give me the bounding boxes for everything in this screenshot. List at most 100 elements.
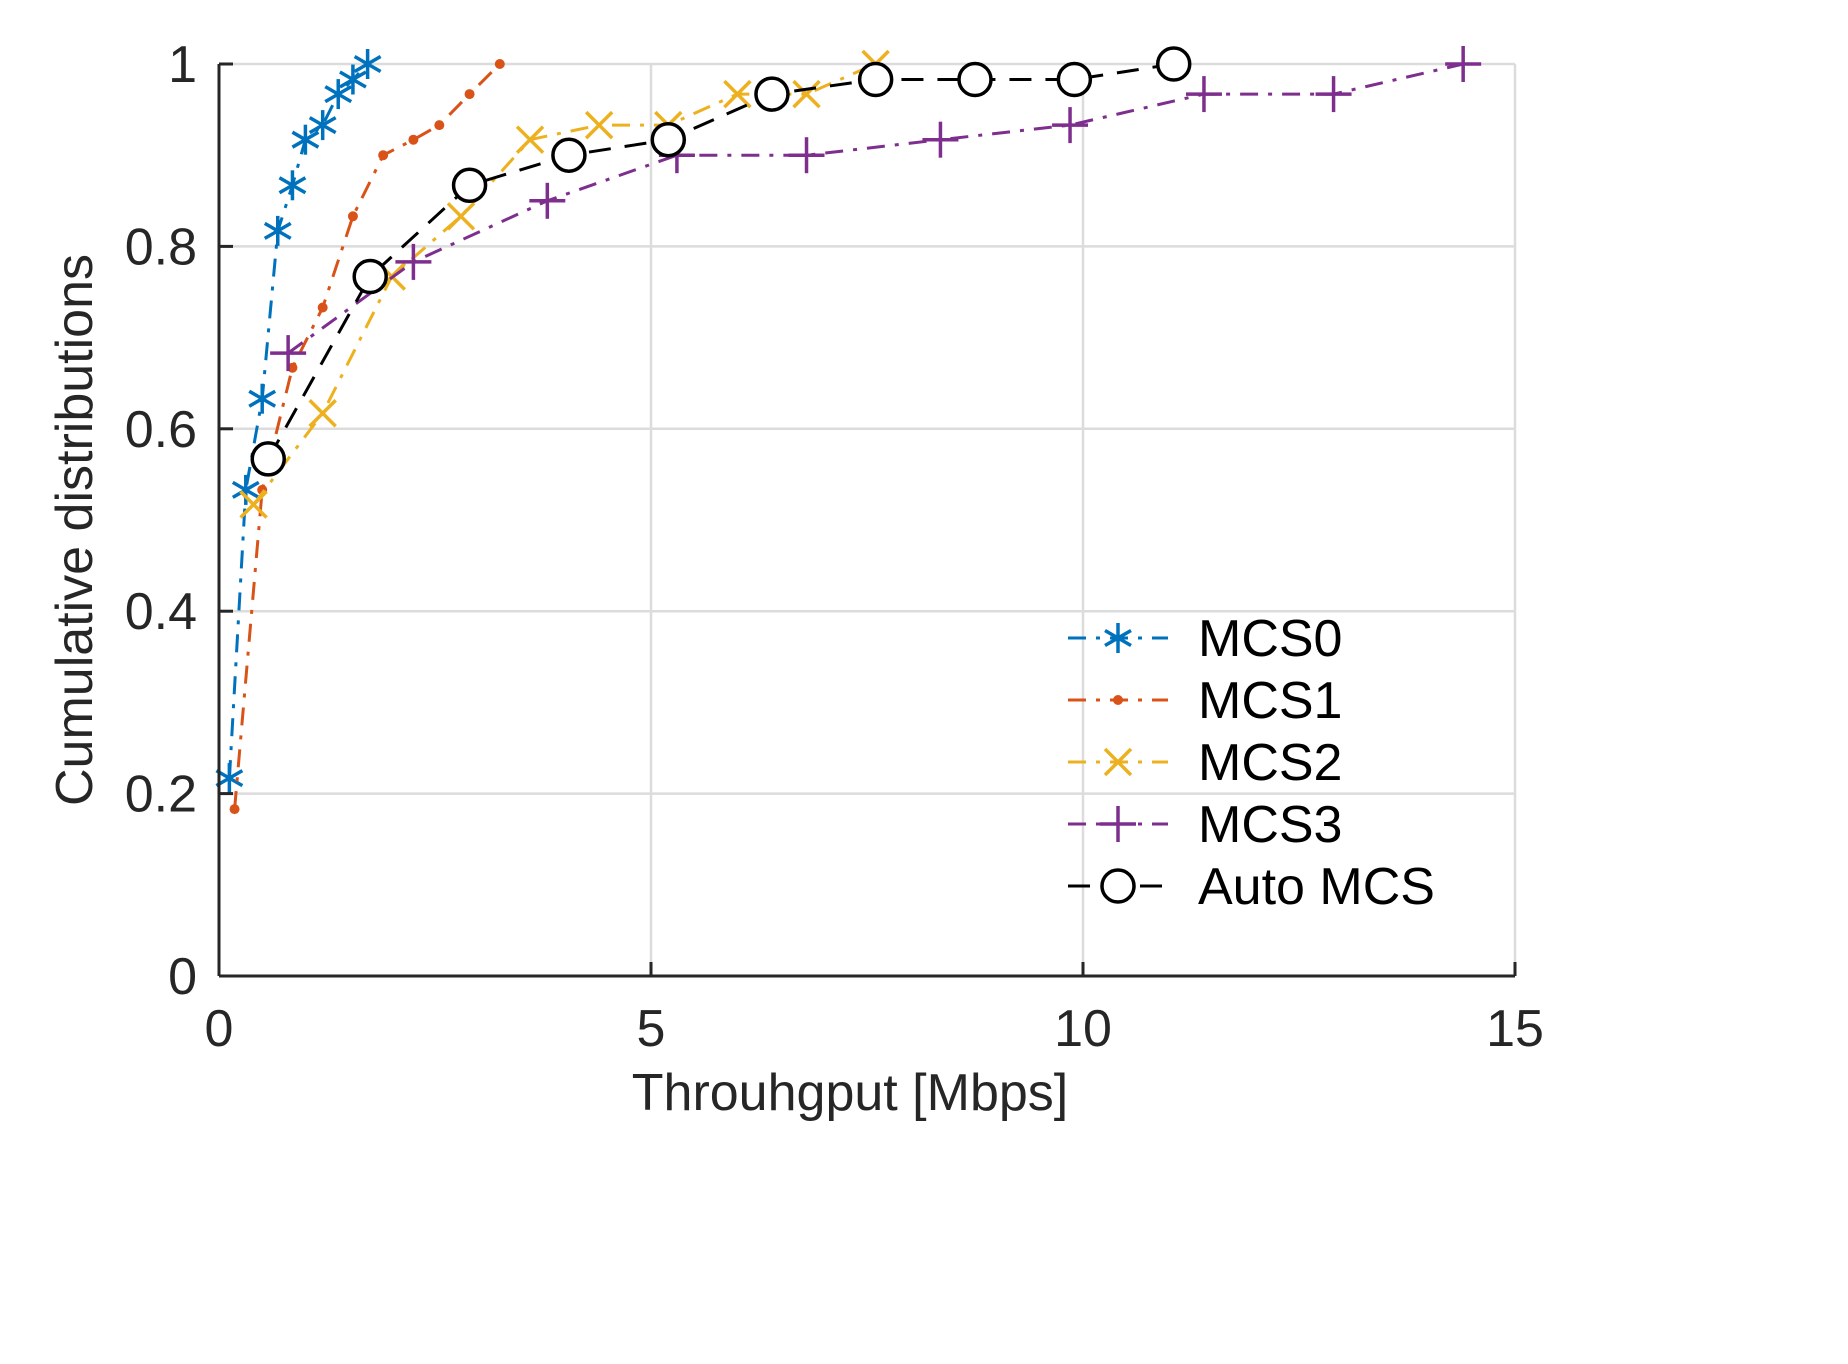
- data-point-mcs2-stroke: [584, 110, 614, 140]
- data-point-mcs3: [1052, 107, 1089, 144]
- data-point-mcs2-stroke: [239, 490, 268, 519]
- data-point-mcs1: [347, 211, 358, 222]
- data-point-mcs2: [308, 399, 337, 428]
- axes: 0 5 10 15 0 0.2 0.4 0.6 0.8 1: [125, 36, 1544, 1058]
- data-point-mcs0: [291, 124, 320, 155]
- legend-label-mcs2: MCS2: [1198, 734, 1342, 792]
- legend-marker-mcs2: [1103, 747, 1133, 777]
- data-point-mcs0-stroke: [278, 176, 307, 195]
- data-point-mcs2-stroke: [723, 79, 752, 109]
- legend-label-mcs0: MCS0: [1198, 610, 1342, 668]
- data-point-mcs0-stroke: [339, 70, 367, 89]
- x-axis-label: Throuhgput [Mbps]: [632, 1064, 1068, 1122]
- data-point-mcs0-stroke: [353, 54, 382, 74]
- data-point-mcs1: [287, 362, 298, 373]
- data-point-mcs0: [324, 79, 353, 110]
- data-point-mcs2-stroke: [446, 202, 476, 231]
- data-point-mcs1: [317, 302, 328, 313]
- data-point-mcs0-stroke: [215, 769, 244, 788]
- data-point-auto-mcs: [352, 258, 388, 295]
- legend-marker-auto-mcs: [1100, 868, 1136, 904]
- data-point-mcs1: [494, 59, 505, 69]
- data-point-mcs0-stroke: [248, 389, 277, 408]
- series-group: [215, 46, 1482, 815]
- data-point-mcs0-stroke: [263, 221, 292, 240]
- data-point-mcs1: [378, 150, 389, 161]
- data-point-mcs3: [1445, 46, 1482, 82]
- legend-marker-mcs2-stroke: [1103, 747, 1133, 777]
- data-point-mcs0: [231, 474, 260, 505]
- series-auto-mcs: [250, 46, 1192, 477]
- data-point-mcs0: [278, 170, 307, 201]
- data-point-mcs3: [1315, 76, 1352, 113]
- legend-item-mcs0: MCS0: [1068, 610, 1342, 668]
- data-point-mcs3: [788, 137, 825, 174]
- data-point-mcs0-stroke: [291, 130, 320, 149]
- data-point-mcs3: [1185, 76, 1222, 113]
- data-point-mcs0: [263, 215, 292, 246]
- data-point-mcs0: [308, 110, 337, 141]
- data-point-auto-mcs: [754, 76, 790, 112]
- data-point-mcs0: [353, 49, 382, 79]
- data-point-auto-mcs: [1155, 46, 1192, 82]
- x-tick-label: 15: [1486, 1000, 1544, 1058]
- data-point-mcs2-stroke: [308, 399, 337, 428]
- data-point-mcs1: [464, 89, 475, 100]
- legend-item-auto-mcs: Auto MCS: [1068, 858, 1435, 916]
- y-tick-label: 0.8: [125, 218, 197, 276]
- data-point-mcs0: [339, 64, 367, 95]
- data-point-mcs2: [584, 110, 614, 140]
- data-point-mcs1: [229, 804, 240, 815]
- data-point-mcs3: [395, 243, 432, 280]
- data-point-auto-mcs: [250, 441, 286, 477]
- y-tick-label: 1: [168, 36, 197, 94]
- data-point-mcs1: [434, 120, 445, 131]
- legend-marker-mcs3: [1100, 806, 1136, 842]
- data-point-mcs3: [922, 121, 959, 158]
- y-tick-label: 0.6: [125, 401, 197, 459]
- data-point-mcs0: [248, 383, 277, 414]
- series-line-mcs1: [233, 62, 501, 810]
- series-line-mcs3: [287, 62, 1464, 355]
- data-point-mcs2-stroke: [515, 125, 545, 154]
- data-point-mcs3: [529, 182, 566, 219]
- data-point-mcs2: [446, 202, 476, 231]
- data-point-mcs0-stroke: [308, 116, 337, 135]
- series-line-auto-mcs: [266, 62, 1174, 460]
- data-point-mcs2: [239, 490, 268, 519]
- series-mcs1: [229, 59, 505, 815]
- series-mcs0: [215, 49, 382, 794]
- data-point-auto-mcs: [857, 61, 894, 98]
- data-point-mcs3: [270, 335, 307, 372]
- legend-label-mcs1: MCS1: [1198, 672, 1342, 730]
- data-point-mcs2: [792, 79, 821, 109]
- legend-marker-mcs0-stroke: [1104, 628, 1132, 648]
- legend-marker-mcs1: [1113, 695, 1123, 705]
- data-point-auto-mcs: [551, 137, 587, 173]
- y-tick-label: 0.2: [125, 766, 197, 824]
- legend-marker-mcs0: [1104, 623, 1132, 653]
- data-point-auto-mcs: [650, 121, 687, 158]
- x-tick-label: 0: [205, 1000, 234, 1058]
- data-point-mcs2: [723, 79, 752, 109]
- data-point-mcs1: [408, 134, 419, 145]
- y-axis-label: Cumulative distributions: [46, 254, 104, 806]
- legend-item-mcs2: MCS2: [1068, 734, 1342, 792]
- data-point-auto-mcs: [957, 61, 993, 98]
- data-point-auto-mcs: [1056, 61, 1093, 98]
- data-point-mcs2: [515, 125, 545, 154]
- data-point-mcs2-stroke: [792, 79, 821, 109]
- x-tick-label: 5: [637, 1000, 666, 1058]
- legend-label-mcs3: MCS3: [1198, 796, 1342, 854]
- legend-item-mcs3: MCS3: [1068, 796, 1342, 854]
- y-tick-label: 0.4: [125, 583, 197, 641]
- x-tick-label: 10: [1054, 1000, 1112, 1058]
- legend-item-mcs1: MCS1: [1068, 672, 1342, 730]
- legend-label-auto-mcs: Auto MCS: [1198, 858, 1435, 916]
- data-point-mcs0-stroke: [231, 480, 260, 499]
- y-tick-label: 0: [168, 948, 197, 1006]
- data-point-auto-mcs: [451, 167, 488, 204]
- data-point-mcs0: [215, 763, 244, 794]
